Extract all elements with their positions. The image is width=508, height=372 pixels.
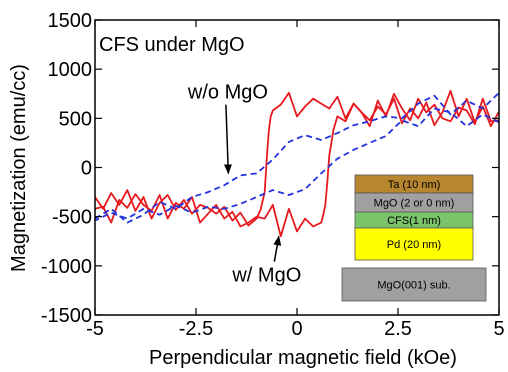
x-tick-label: 5	[493, 318, 504, 340]
inset-layer-label: MgO(001) sub.	[377, 280, 450, 292]
x-tick-label: 2.5	[384, 318, 412, 340]
curve-layer	[95, 89, 499, 238]
x-tick-label: -5	[86, 318, 104, 340]
tick-layer: -5 -2.5 0 2.5 5 -1500 -1000 -500 0 500 1000 1500	[41, 10, 505, 340]
inset-layer-label: MgO (2 or 0 nm)	[374, 198, 455, 210]
x-axis-label: Perpendicular magnetic field (kOe)	[149, 347, 457, 369]
y-tick-label: -500	[52, 207, 92, 229]
series-line-3	[95, 92, 499, 224]
y-tick-label: 0	[81, 158, 92, 180]
y-tick-label: 1500	[48, 10, 93, 32]
y-tick-label: -1500	[41, 305, 92, 327]
inset-layer-label: Ta (10 nm)	[388, 179, 441, 191]
inset-layer-label: Pd (20 nm)	[387, 239, 441, 251]
series-line-2	[95, 89, 499, 238]
inset-layer-label: CFS(1 nm)	[387, 215, 441, 227]
y-tick-label: 500	[59, 108, 92, 130]
series-line-1	[95, 91, 499, 227]
chart-title: CFS under MgO	[99, 34, 245, 56]
x-tick-label: 0	[291, 318, 302, 340]
annotation-arrow-1	[224, 104, 233, 175]
series-line-4	[95, 107, 499, 222]
annotation-text-1: w/o MgO	[187, 82, 268, 104]
annotation-layer: w/o MgO w/ MgO	[187, 82, 301, 287]
annotation-arrow-2	[273, 235, 282, 262]
inset-layer	[354, 227, 474, 261]
y-tick-label: -1000	[41, 256, 92, 278]
x-tick-label: -2.5	[179, 318, 213, 340]
y-tick-label: 1000	[48, 59, 93, 81]
annotation-text-2: w/ MgO	[231, 265, 301, 287]
inset-layer	[341, 267, 487, 302]
y-axis-label: Magnetization (emu/cc)	[8, 64, 30, 272]
layer-stack-inset: Ta (10 nm) MgO (2 or 0 nm) CFS(1 nm) Pd (20…	[341, 174, 487, 302]
